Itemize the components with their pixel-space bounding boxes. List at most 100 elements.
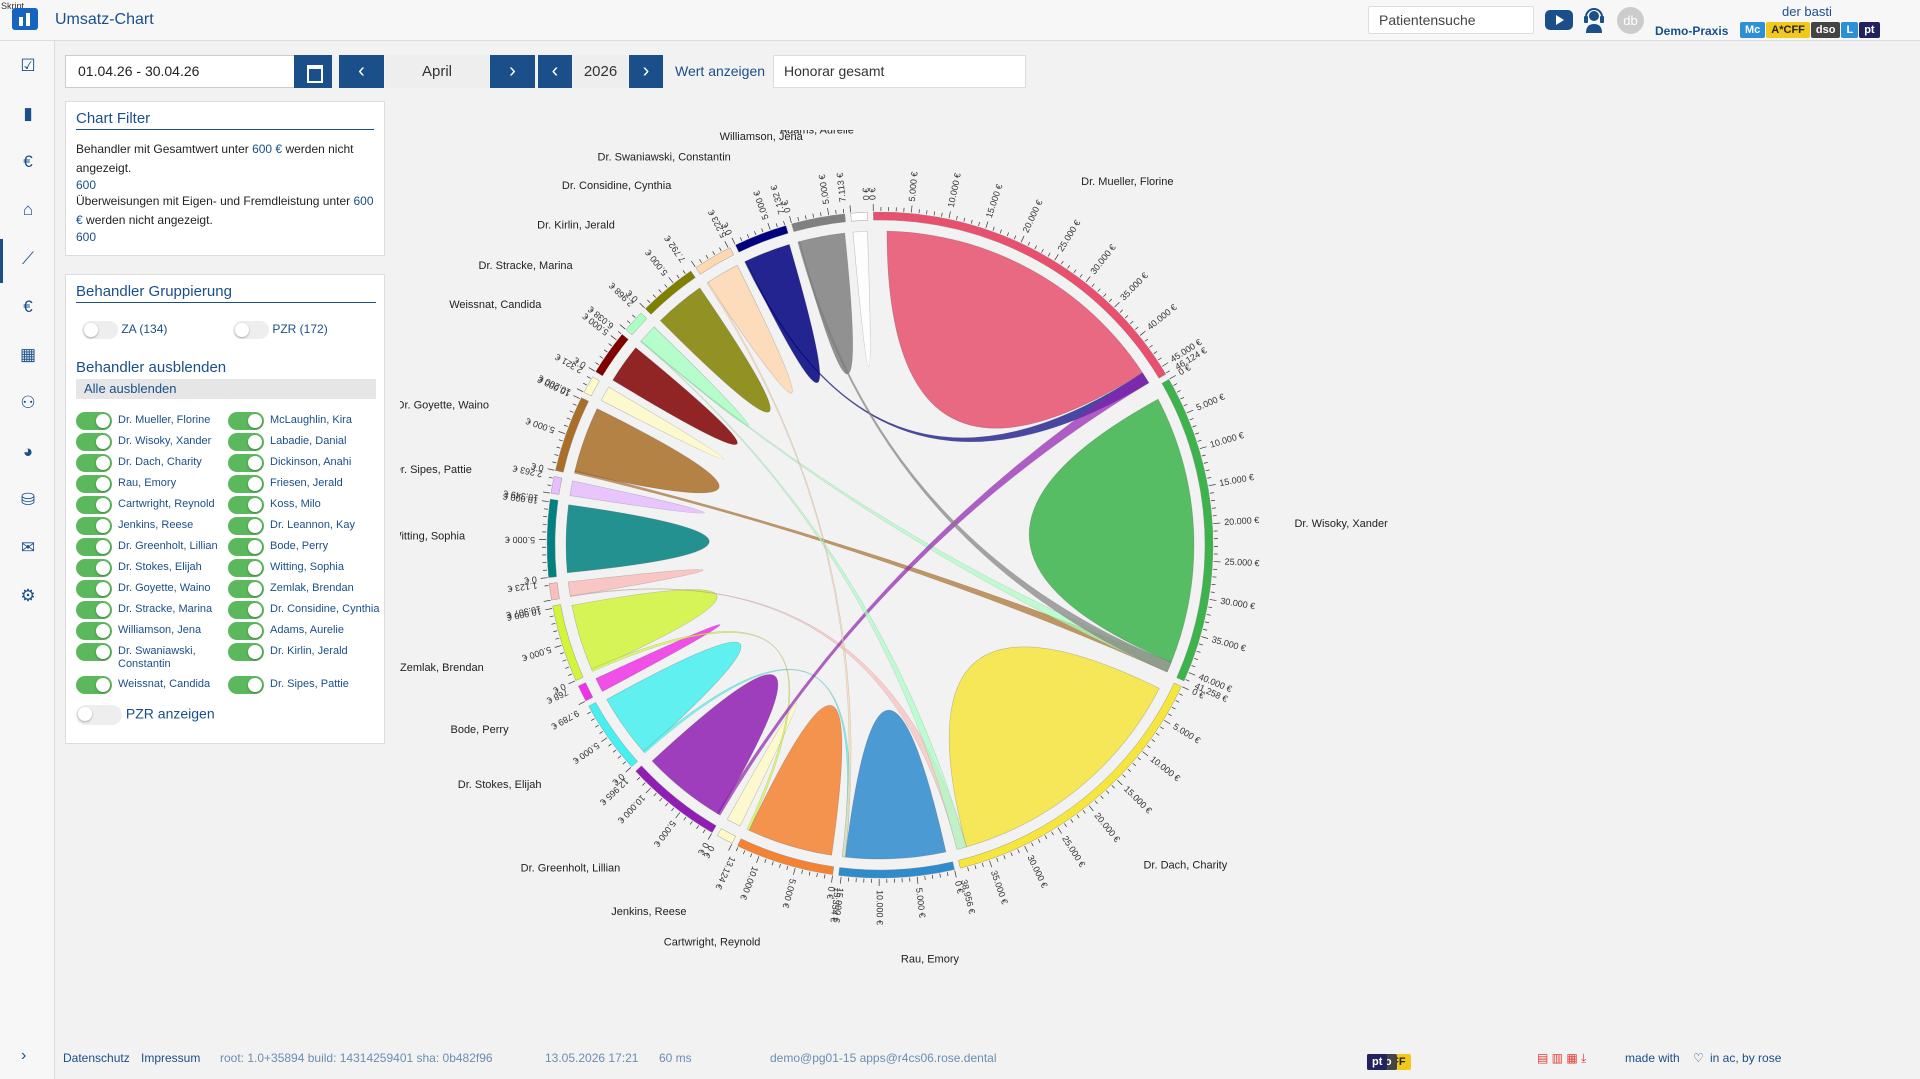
behandler-toggle-item[interactable]: Dickinson, Anahi bbox=[228, 454, 351, 472]
chord-ribbon[interactable] bbox=[565, 504, 710, 574]
behandler-toggle[interactable] bbox=[76, 454, 112, 472]
behandler-toggle[interactable] bbox=[228, 601, 264, 619]
chord-ribbon[interactable] bbox=[651, 674, 779, 815]
behandler-toggle[interactable] bbox=[228, 622, 264, 640]
behandler-toggle-item[interactable]: Zemlak, Brendan bbox=[228, 580, 354, 598]
export-icons[interactable]: ▤ ▥ ▦ ⤓ bbox=[1537, 1051, 1587, 1065]
pzr-show-row[interactable]: PZR anzeigen bbox=[76, 705, 215, 725]
behandler-toggle[interactable] bbox=[76, 643, 112, 661]
behandler-toggle-item[interactable]: Rau, Emory bbox=[76, 475, 176, 493]
value-select[interactable]: Honorar gesamt bbox=[773, 55, 1026, 88]
patient-search-input[interactable] bbox=[1368, 6, 1534, 34]
behandler-toggle-item[interactable]: Williamson, Jena bbox=[76, 622, 201, 640]
chord-ribbon[interactable] bbox=[567, 569, 704, 597]
filter-value-2[interactable]: 600 bbox=[76, 230, 97, 244]
chord-chart[interactable]: 0 €5.000 €10.000 €15.000 €20.000 €25.000… bbox=[400, 130, 1450, 980]
next-year-button[interactable]: › bbox=[629, 55, 663, 88]
behandler-toggle-item[interactable]: Friesen, Jerald bbox=[228, 475, 343, 493]
next-month-button[interactable]: › bbox=[490, 55, 535, 88]
behandler-toggle[interactable] bbox=[76, 580, 112, 598]
group-pzr-toggle[interactable] bbox=[233, 321, 269, 339]
impressum-link[interactable]: Impressum bbox=[141, 1051, 201, 1065]
chord-ribbon[interactable] bbox=[595, 624, 721, 692]
behandler-toggle-item[interactable]: Dr. Kirlin, Jerald bbox=[228, 643, 348, 661]
behandler-toggle-item[interactable]: Dr. Considine, Cynthia bbox=[228, 601, 379, 619]
chord-ribbon[interactable] bbox=[798, 232, 853, 375]
behandler-toggle[interactable] bbox=[76, 676, 112, 694]
prev-month-button[interactable]: ‹ bbox=[339, 55, 384, 88]
chord-group-arc[interactable] bbox=[850, 212, 868, 222]
behandler-toggle[interactable] bbox=[228, 643, 264, 661]
chord-ribbon[interactable] bbox=[726, 702, 798, 827]
chord-ribbon[interactable] bbox=[1028, 398, 1195, 663]
chord-link[interactable] bbox=[716, 372, 1150, 816]
behandler-toggle-item[interactable]: Cartwright, Reynold bbox=[76, 496, 215, 514]
chord-link[interactable] bbox=[573, 470, 1172, 673]
behandler-toggle-item[interactable]: Dr. Mueller, Florine bbox=[76, 412, 210, 430]
behandler-toggle-item[interactable]: Weissnat, Candida bbox=[76, 676, 210, 694]
chord-group-arc[interactable] bbox=[552, 604, 584, 681]
chord-group-arc[interactable] bbox=[791, 213, 846, 232]
chord-link[interactable] bbox=[642, 668, 850, 858]
behandler-toggle[interactable] bbox=[228, 454, 264, 472]
behandler-toggle[interactable] bbox=[76, 517, 112, 535]
hide-all-button[interactable]: Alle ausblenden bbox=[76, 379, 376, 399]
chord-group-arc[interactable] bbox=[583, 376, 600, 397]
date-range-field[interactable]: 01.04.26 - 30.04.26 bbox=[65, 55, 295, 88]
chord-ribbon[interactable] bbox=[948, 646, 1160, 848]
behandler-toggle[interactable] bbox=[228, 559, 264, 577]
calendar-icon[interactable]: ▦ bbox=[19, 345, 37, 364]
prev-year-button[interactable]: ‹ bbox=[538, 55, 572, 88]
chord-link[interactable] bbox=[797, 241, 1172, 673]
behandler-toggle-item[interactable]: Koss, Milo bbox=[228, 496, 321, 514]
chord-ribbon[interactable] bbox=[574, 408, 720, 494]
chord-ribbon[interactable] bbox=[745, 244, 821, 383]
chord-group-arc[interactable] bbox=[550, 476, 563, 495]
behandler-toggle[interactable] bbox=[228, 433, 264, 451]
chord-group-arc[interactable] bbox=[838, 861, 955, 879]
behandler-toggle-item[interactable]: Adams, Aurelie bbox=[228, 622, 344, 640]
chord-ribbon[interactable] bbox=[612, 347, 738, 445]
behandler-toggle-item[interactable]: Witting, Sophia bbox=[228, 559, 344, 577]
chord-group-arc[interactable] bbox=[717, 828, 736, 844]
group-za-toggle[interactable] bbox=[82, 321, 118, 339]
behandler-toggle-item[interactable]: Dr. Wisoky, Xander bbox=[76, 433, 211, 451]
behandler-toggle[interactable] bbox=[76, 559, 112, 577]
euro-icon[interactable]: € bbox=[23, 297, 33, 316]
chord-ribbon[interactable] bbox=[844, 710, 947, 860]
behandler-toggle-item[interactable]: Dr. Greenholt, Lillian bbox=[76, 538, 218, 556]
behandler-toggle-item[interactable]: Dr. Stokes, Elijah bbox=[76, 559, 202, 577]
chord-link[interactable] bbox=[591, 631, 791, 831]
expand-sidebar-icon[interactable]: › bbox=[21, 1047, 27, 1064]
chord-ribbon[interactable] bbox=[707, 264, 793, 394]
chord-ribbon[interactable] bbox=[659, 287, 771, 413]
check-square-icon[interactable]: ☑ bbox=[20, 56, 36, 75]
chord-group-arc[interactable] bbox=[549, 582, 560, 601]
chord-ribbon[interactable] bbox=[569, 480, 705, 514]
chord-link[interactable] bbox=[569, 588, 967, 850]
chord-group-arc[interactable] bbox=[555, 397, 589, 473]
behandler-toggle[interactable] bbox=[228, 538, 264, 556]
chord-group-arc[interactable] bbox=[588, 702, 638, 768]
behandler-toggle-item[interactable]: Bode, Perry bbox=[228, 538, 328, 556]
group-pzr-row[interactable]: PZR (172) bbox=[233, 321, 328, 339]
gear-icon[interactable]: ⚙ bbox=[20, 586, 36, 605]
chord-ribbon[interactable] bbox=[571, 589, 718, 671]
chord-link[interactable] bbox=[640, 340, 967, 850]
app-logo-icon[interactable] bbox=[12, 8, 38, 30]
chord-group-arc[interactable] bbox=[635, 765, 717, 833]
chord-ribbon[interactable] bbox=[748, 705, 843, 856]
behandler-toggle[interactable] bbox=[76, 433, 112, 451]
chord-link[interactable] bbox=[744, 260, 1150, 443]
chart-line-icon[interactable]: ⟋ bbox=[22, 249, 34, 268]
chord-group-arc[interactable] bbox=[873, 211, 1167, 379]
chord-ribbon[interactable] bbox=[852, 230, 871, 368]
calendar-button[interactable] bbox=[294, 55, 332, 88]
behandler-toggle[interactable] bbox=[76, 475, 112, 493]
behandler-toggle[interactable] bbox=[228, 676, 264, 694]
chord-group-arc[interactable] bbox=[595, 334, 629, 377]
practice-name[interactable]: Demo-Praxis bbox=[1655, 24, 1729, 38]
behandler-toggle-item[interactable]: Dr. Goyette, Waino bbox=[76, 580, 211, 598]
behandler-toggle[interactable] bbox=[228, 580, 264, 598]
user-name[interactable]: der basti bbox=[1782, 4, 1832, 19]
